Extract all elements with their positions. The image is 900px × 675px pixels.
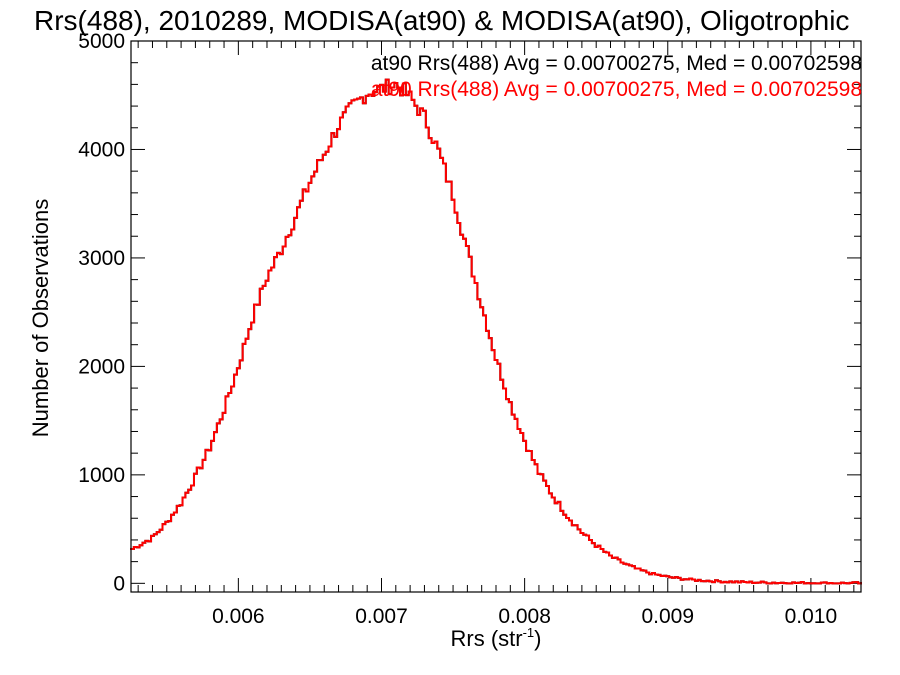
x-tick-label: 0.006 [212, 605, 265, 628]
data-series [130, 78, 862, 585]
y-tick-label: 2000 [78, 355, 125, 378]
legend-entry-black: at90 Rrs(488) Avg = 0.00700275, Med = 0.… [371, 52, 862, 75]
x-tick-label: 0.009 [641, 605, 694, 628]
x-tick-label: 0.010 [785, 605, 838, 628]
legend-entry-red: at90 Rrs(488) Avg = 0.00700275, Med = 0.… [371, 78, 862, 101]
axis-tick-labels: 0.006 0.007 0.008 0.009 0.010 0 1000 2000 3000 40… [78, 30, 837, 628]
y-axis-label: Number of Observations [28, 199, 53, 437]
y-tick-label: 0 [113, 572, 125, 595]
legend: at90 Rrs(488) Avg = 0.00700275, Med = 0.… [371, 52, 862, 101]
y-tick-label: 4000 [78, 138, 125, 161]
x-tick-label: 0.008 [498, 605, 551, 628]
x-tick-label: 0.007 [355, 605, 408, 628]
plot-frame [130, 40, 862, 593]
x-axis-label: Rrs (str-1) [451, 625, 542, 651]
y-tick-label: 1000 [78, 464, 125, 487]
y-tick-label: 3000 [78, 247, 125, 270]
chart-title: Rrs(488), 2010289, MODISA(at90) & MODISA… [34, 5, 849, 36]
axis-ticks [131, 40, 861, 592]
x-axis-label-suffix: ) [534, 626, 541, 651]
x-axis-label-main: Rrs (str [451, 626, 523, 651]
histogram-series-red [130, 78, 862, 585]
y-tick-label: 5000 [78, 30, 125, 53]
x-axis-label-superscript: -1 [523, 625, 535, 640]
